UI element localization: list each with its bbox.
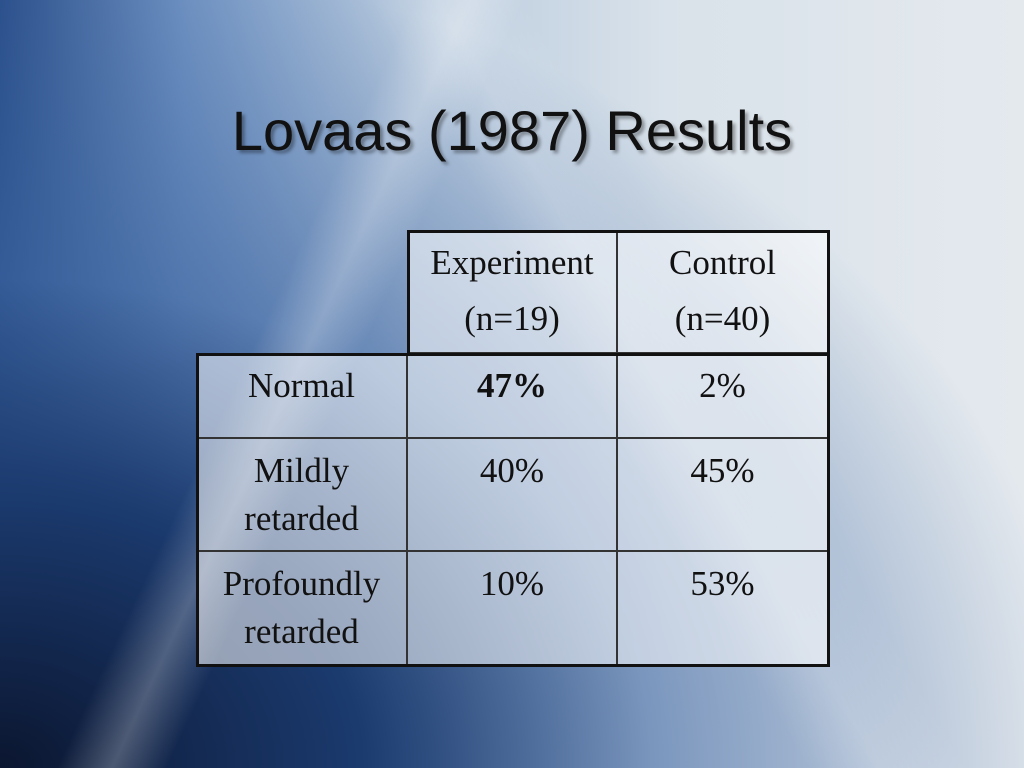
- table-cell: 10%: [407, 551, 617, 665]
- row-label: Profoundly retarded: [196, 551, 407, 665]
- table-cell: 40%: [407, 438, 617, 551]
- header-line: Control: [669, 243, 776, 282]
- table-cell: 2%: [617, 353, 828, 438]
- table-cell: 45%: [617, 438, 828, 551]
- row-label: Mildly retarded: [196, 438, 407, 551]
- table-cell: 53%: [617, 551, 828, 665]
- header-line: (n=19): [464, 299, 560, 338]
- table-cell: 47%: [407, 353, 617, 438]
- row-label: Normal: [196, 353, 407, 438]
- column-header: Experiment (n=19): [407, 230, 617, 353]
- slide-title: Lovaas (1987) Results: [231, 99, 793, 162]
- column-header: Control (n=40): [617, 230, 828, 353]
- header-line: Experiment: [430, 243, 594, 282]
- header-line: (n=40): [674, 299, 771, 338]
